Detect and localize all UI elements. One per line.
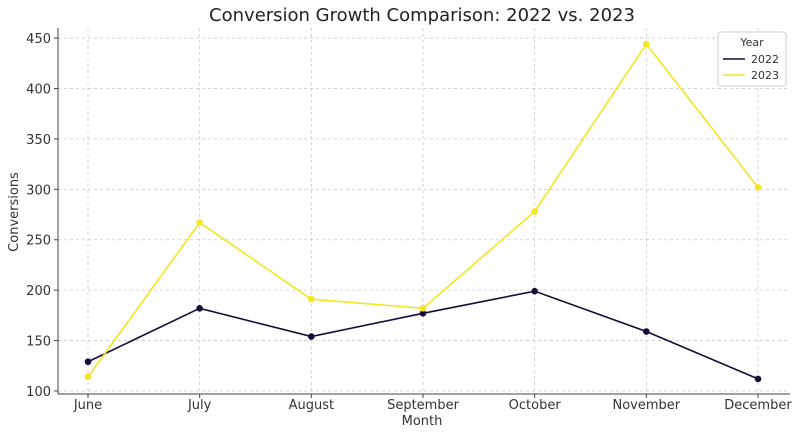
x-tick-label: July — [187, 398, 212, 413]
series — [84, 40, 762, 383]
data-point — [531, 287, 538, 295]
y-axis-label: Conversions — [7, 172, 22, 252]
series-2023 — [84, 40, 762, 381]
x-tick-labels: June July August September October November De… — [73, 394, 792, 413]
x-tick-label: June — [73, 398, 102, 413]
data-point — [84, 358, 92, 366]
y-tick-label: 100 — [26, 385, 51, 400]
data-point — [419, 304, 427, 312]
legend-box — [717, 31, 787, 87]
y-tick-label: 200 — [26, 284, 51, 299]
data-point — [196, 304, 203, 312]
data-point — [754, 184, 762, 191]
y-tick-label: 250 — [26, 234, 51, 249]
data-point — [643, 328, 650, 335]
data-point — [643, 40, 650, 48]
data-point — [308, 333, 315, 340]
data-point — [419, 310, 427, 317]
y-tick-label: 300 — [26, 183, 51, 198]
x-axis-label: Month — [402, 414, 443, 429]
y-tick-label: 350 — [26, 133, 51, 148]
legend: Year 2022 2023 — [717, 31, 787, 87]
legend-label: 2023 — [751, 69, 779, 82]
x-tick-label: September — [387, 398, 460, 413]
y-tick-label: 150 — [26, 335, 51, 350]
legend-label: 2022 — [751, 53, 779, 66]
data-point — [196, 219, 203, 226]
grid — [58, 28, 790, 394]
data-point — [531, 208, 538, 215]
x-tick-label: December — [724, 398, 792, 413]
chart-title: Conversion Growth Comparison: 2022 vs. 2… — [209, 5, 635, 26]
axes — [57, 28, 790, 395]
series-2022 — [84, 287, 762, 383]
y-tick-label: 450 — [26, 32, 51, 47]
y-tick-label: 400 — [26, 82, 51, 97]
legend-title: Year — [739, 36, 764, 49]
x-tick-label: October — [509, 398, 562, 413]
legend-items: 2022 2023 — [723, 53, 779, 82]
x-tick-label: August — [289, 398, 335, 413]
data-point — [754, 375, 762, 383]
x-tick-label: November — [613, 398, 681, 413]
data-point — [308, 295, 315, 303]
y-tick-labels: 100 150 200 250 300 350 400 450 — [26, 32, 58, 400]
data-point — [84, 373, 92, 381]
